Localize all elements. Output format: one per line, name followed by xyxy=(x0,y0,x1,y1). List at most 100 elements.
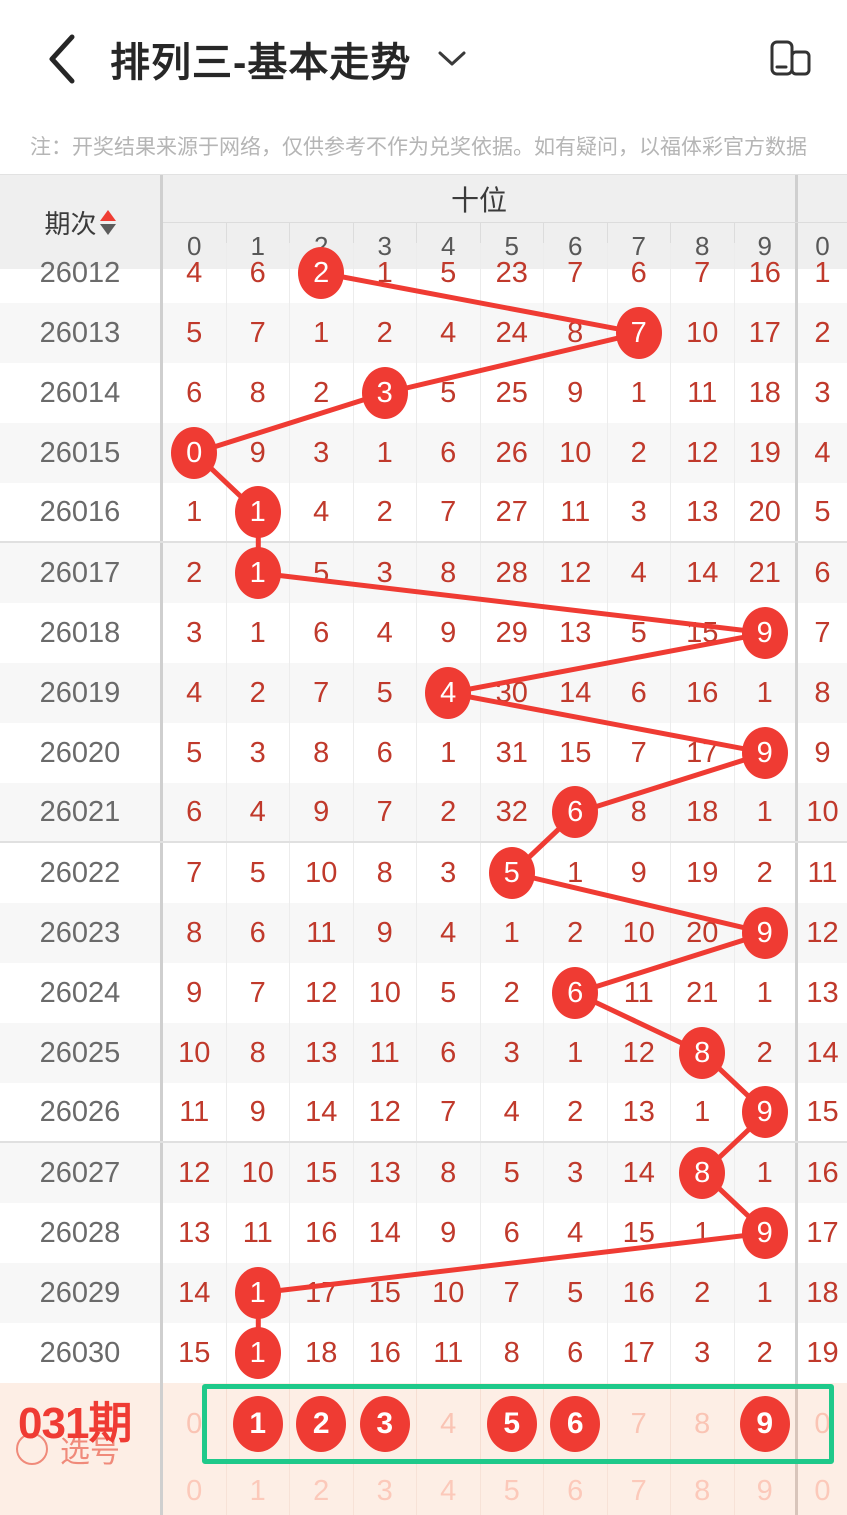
layout-switch-icon[interactable] xyxy=(761,30,819,88)
miss-cell: 10 xyxy=(354,963,417,1023)
miss-cell: 31 xyxy=(481,723,544,783)
next-group-cell: 7 xyxy=(814,616,831,649)
miss-cell: 7 xyxy=(481,1263,544,1323)
miss-cell: 12 xyxy=(163,1143,227,1203)
table-row[interactable]: 26016 1 1 4 2 7 27 11 3 13 20 5 xyxy=(0,483,847,543)
miss-cell: 4 xyxy=(354,603,417,663)
selected-ball[interactable]: 5 xyxy=(486,1396,537,1452)
miss-cell: 1 xyxy=(671,1203,735,1263)
table-row[interactable]: 26028 13 11 16 14 9 6 4 15 1 9 17 xyxy=(0,1203,847,1263)
miss-cell: 5 xyxy=(163,303,227,363)
sort-descending-icon[interactable] xyxy=(99,223,116,235)
period-column-header[interactable]: 期次 xyxy=(0,175,163,269)
sort-ascending-icon[interactable] xyxy=(99,209,116,221)
table-row[interactable]: 26013 5 7 1 2 4 24 8 7 10 17 2 xyxy=(0,303,847,363)
back-icon[interactable] xyxy=(40,31,84,87)
miss-cell: 3 xyxy=(608,483,671,541)
selected-ball[interactable]: 9 xyxy=(739,1396,790,1452)
miss-cell: 19 xyxy=(735,423,798,483)
selected-ball[interactable]: 1 xyxy=(232,1396,283,1452)
unselected-number-0[interactable]: 0 xyxy=(163,1383,227,1465)
table-row[interactable]: 26020 5 3 8 6 1 31 15 7 17 9 9 xyxy=(0,723,847,783)
next-group-cell: 6 xyxy=(814,556,831,589)
unselected-number-4[interactable]: 4 xyxy=(417,1383,481,1465)
hit-cell: 1 xyxy=(227,1323,290,1383)
next-group-cell: 2 xyxy=(814,316,831,349)
period-cell: 26030 xyxy=(0,1323,163,1383)
miss-cell: 7 xyxy=(417,483,481,541)
miss-cell: 11 xyxy=(354,1023,417,1083)
table-row[interactable]: 26014 6 8 2 3 5 25 9 1 11 18 3 xyxy=(0,363,847,423)
pick-number-label: 选号 xyxy=(60,1436,120,1469)
selected-number-9[interactable]: 9 xyxy=(735,1383,798,1465)
selected-number-6[interactable]: 6 xyxy=(544,1383,608,1465)
period-cell: 26019 xyxy=(0,663,163,723)
miss-cell: 8 xyxy=(227,363,290,423)
table-row[interactable]: 26024 9 7 12 10 5 2 6 11 21 1 13 xyxy=(0,963,847,1023)
table-row[interactable]: 26023 8 6 11 9 4 1 2 10 20 9 12 xyxy=(0,903,847,963)
row-cells: 7 5 10 8 3 5 1 9 19 2 11 xyxy=(163,843,847,903)
selected-number-2[interactable]: 2 xyxy=(290,1383,354,1465)
miss-cell: 32 xyxy=(481,783,544,841)
selection-next-group-cell[interactable]: 0 xyxy=(814,1407,831,1440)
next-group-cell: 9 xyxy=(814,736,831,769)
hit-cell: 6 xyxy=(544,963,608,1023)
selected-number-1[interactable]: 1 xyxy=(227,1383,290,1465)
table-row[interactable]: 26029 14 1 17 15 10 7 5 16 2 1 18 xyxy=(0,1263,847,1323)
miss-cell: 18 xyxy=(671,783,735,841)
table-row[interactable]: 26017 2 1 5 3 8 28 12 4 14 21 6 xyxy=(0,543,847,603)
hit-cell: 7 xyxy=(608,303,671,363)
table-row[interactable]: 26026 11 9 14 12 7 4 2 13 1 9 15 xyxy=(0,1083,847,1143)
miss-cell: 11 xyxy=(290,903,354,963)
miss-cell: 2 xyxy=(354,303,417,363)
table-row[interactable]: 26018 3 1 6 4 9 29 13 5 15 9 7 xyxy=(0,603,847,663)
selected-number-3[interactable]: 3 xyxy=(354,1383,417,1465)
row-cells: 4 2 7 5 4 30 14 6 16 1 8 xyxy=(163,663,847,723)
miss-cell: 1 xyxy=(544,1023,608,1083)
miss-cell: 7 xyxy=(163,843,227,903)
next-group-cell: 17 xyxy=(806,1216,839,1249)
table-row[interactable]: 26012 4 6 2 1 5 23 7 6 7 16 1 xyxy=(0,243,847,303)
miss-cell: 6 xyxy=(163,363,227,423)
row-cells: 1 1 4 2 7 27 11 3 13 20 5 xyxy=(163,483,847,541)
miss-cell: 20 xyxy=(671,903,735,963)
pick-number-control[interactable]: 选号 xyxy=(16,1427,120,1471)
period-cell: 26025 xyxy=(0,1023,163,1083)
period-cell: 26021 xyxy=(0,783,163,841)
table-body: 26012 4 6 2 1 5 23 7 6 7 16 1 26013 5 7 1 2 4 24 8 7 10 17 2 260… xyxy=(0,243,847,1383)
table-row[interactable]: 26030 15 1 18 16 11 8 6 17 3 2 19 xyxy=(0,1323,847,1383)
miss-cell: 12 xyxy=(354,1083,417,1141)
miss-cell: 14 xyxy=(163,1263,227,1323)
miss-cell: 10 xyxy=(608,903,671,963)
table-row[interactable]: 26027 12 10 15 13 8 5 3 14 8 1 16 xyxy=(0,1143,847,1203)
selected-ball[interactable]: 2 xyxy=(296,1396,347,1452)
table-row[interactable]: 26022 7 5 10 8 3 5 1 9 19 2 11 xyxy=(0,843,847,903)
radio-circle-icon[interactable] xyxy=(16,1433,48,1465)
unselected-number-8[interactable]: 8 xyxy=(671,1383,735,1465)
selected-ball[interactable]: 6 xyxy=(550,1396,601,1452)
table-row[interactable]: 26025 10 8 13 11 6 3 1 12 8 2 14 xyxy=(0,1023,847,1083)
selected-ball[interactable]: 3 xyxy=(359,1396,410,1452)
miss-cell: 6 xyxy=(417,1023,481,1083)
period-header-label: 期次 xyxy=(44,208,97,239)
unselected-number-7[interactable]: 7 xyxy=(608,1383,671,1465)
digit-header-next-0[interactable]: 0 xyxy=(815,230,830,261)
miss-cell: 13 xyxy=(608,1083,671,1141)
hit-cell: 1 xyxy=(227,483,290,541)
sort-arrows-icon[interactable] xyxy=(99,209,116,235)
row-cells: 14 1 17 15 10 7 5 16 2 1 18 xyxy=(163,1263,847,1323)
hit-cell: 1 xyxy=(227,543,290,603)
miss-cell: 8 xyxy=(290,723,354,783)
miss-cell: 2 xyxy=(290,363,354,423)
miss-cell: 6 xyxy=(417,423,481,483)
hit-cell: 3 xyxy=(354,363,417,423)
table-row[interactable]: 26019 4 2 7 5 4 30 14 6 16 1 8 xyxy=(0,663,847,723)
selected-number-5[interactable]: 5 xyxy=(481,1383,544,1465)
footer-number-4: 4 xyxy=(417,1465,481,1515)
table-row[interactable]: 26021 6 4 9 7 2 32 6 8 18 1 10 xyxy=(0,783,847,843)
chevron-down-icon[interactable] xyxy=(437,44,467,74)
table-row[interactable]: 26015 0 9 3 1 6 26 10 2 12 19 4 xyxy=(0,423,847,483)
